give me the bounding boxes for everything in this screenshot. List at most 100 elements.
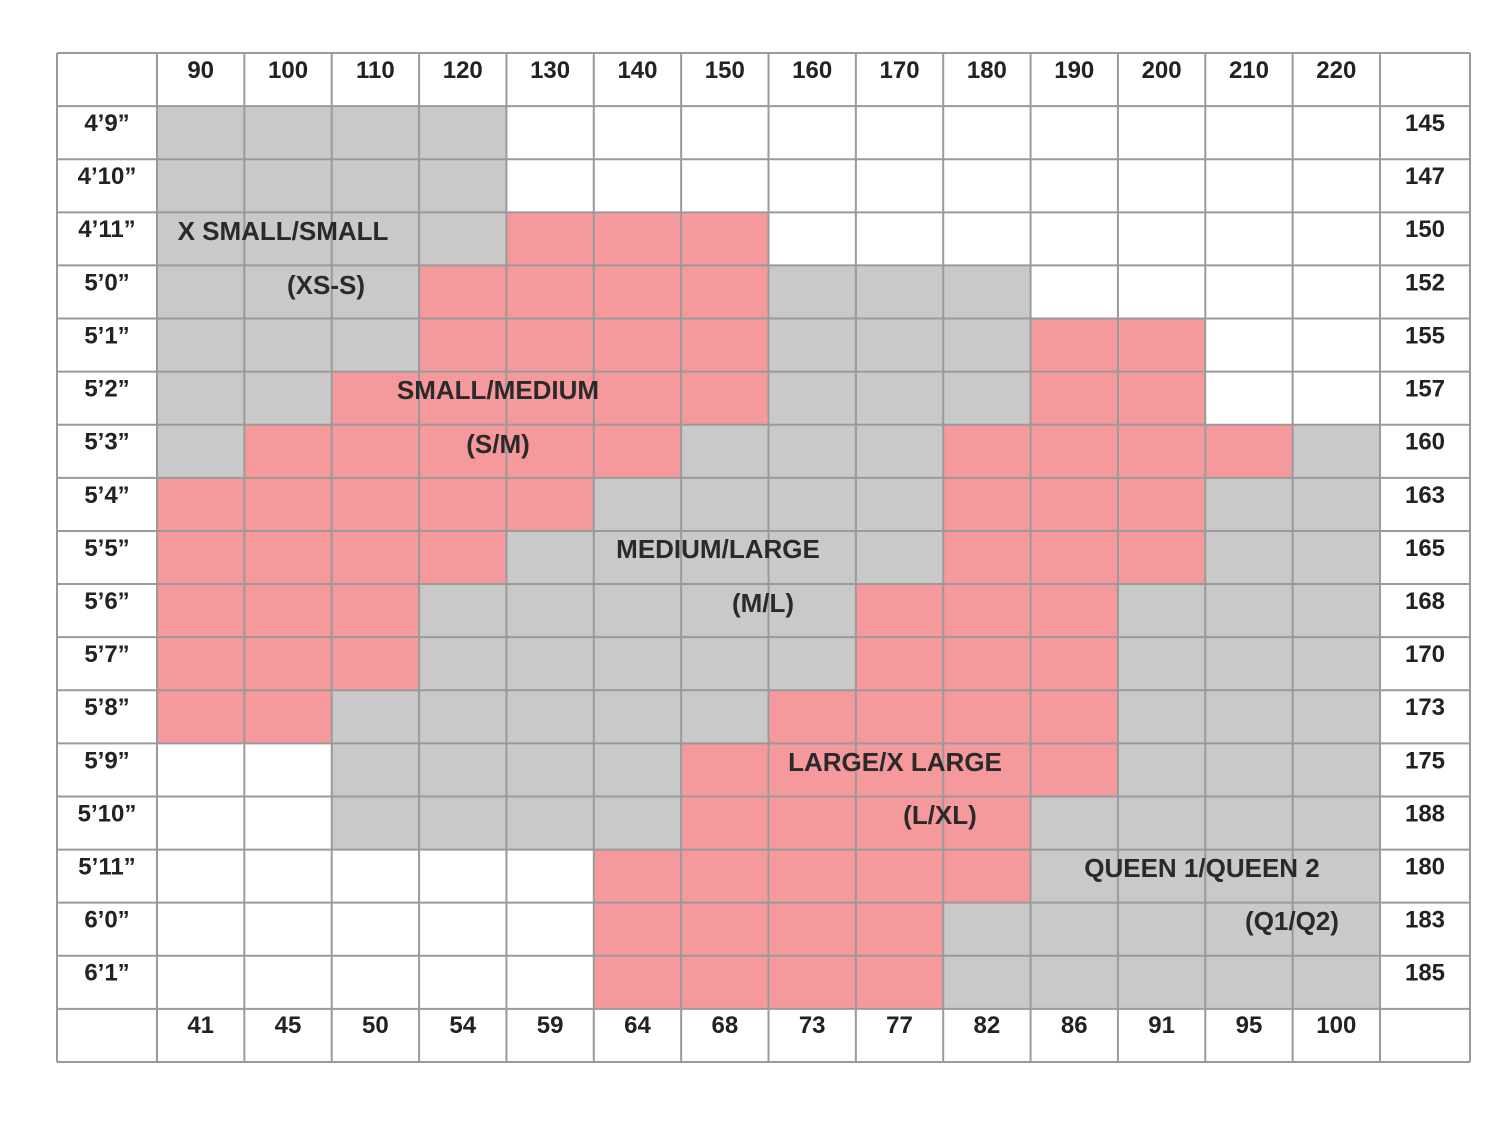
size-cell [681,796,769,850]
size-cell [157,637,245,691]
size-cell [331,318,420,372]
size-cell [768,318,856,372]
weight-lb: 170 [880,57,920,84]
size-cell [244,159,332,213]
size-cell [1292,424,1380,478]
size-cell [506,690,594,744]
size-cell [768,530,856,585]
height-ft: 4’11” [78,216,135,243]
size-cell [593,318,682,372]
height-ft: 5’0” [84,269,129,296]
size-cell [593,530,682,585]
weight-kg: 64 [624,1012,651,1039]
size-cell [1030,955,1118,1009]
size-cell [855,690,944,744]
size-cell [419,424,507,478]
height-cm: 170 [1405,641,1445,668]
height-ft: 5’5” [84,535,129,562]
size-cell [244,690,332,744]
size-cell [593,796,682,850]
size-cell [244,477,332,531]
size-cell [419,371,507,425]
size-cell [593,637,682,691]
size-cell [768,849,856,903]
size-cell [506,530,594,585]
size-name: MEDIUM/LARGE [616,534,820,564]
size-cell [855,955,944,1009]
height-ft: 5’3” [84,429,129,456]
height-cm: 155 [1405,322,1445,349]
size-cell [419,796,507,850]
size-cell [1117,530,1206,585]
size-cell [419,530,507,585]
size-cell [768,477,856,531]
height-cm: 145 [1405,110,1445,137]
size-cell [506,212,594,266]
weight-kg: 100 [1316,1012,1356,1039]
size-cell [855,637,944,691]
size-cell [1117,637,1206,691]
size-cell [157,265,245,319]
size-cell [244,212,332,266]
size-cell [1030,743,1118,797]
size-cell [768,902,856,956]
size-cell [331,371,420,425]
size-cell [244,371,332,425]
size-cell [244,530,332,585]
weight-kg: 86 [1061,1012,1088,1039]
height-ft: 5’7” [84,641,129,668]
height-ft: 6’1” [84,960,129,987]
height-ft: 5’6” [84,588,129,615]
size-cell [419,584,507,638]
size-cell [681,849,769,903]
size-cell [1030,424,1118,478]
size-cell [244,106,332,160]
size-cell [1117,371,1206,425]
size-cell [1117,955,1206,1009]
size-cell [593,902,682,956]
size-cell [331,106,420,160]
size-cell [943,424,1031,478]
size-cell [1205,743,1293,797]
size-cell [1030,477,1118,531]
size-cell [855,849,944,903]
weight-lb: 210 [1229,57,1269,84]
size-name: QUEEN 1/QUEEN 2 [1084,853,1320,883]
height-ft: 4’10” [78,163,137,190]
size-cell [943,318,1031,372]
size-cell [768,690,856,744]
size-cell [768,265,856,319]
size-cell [419,477,507,531]
size-cell [244,424,332,478]
size-cell [1030,318,1118,372]
size-cell [244,265,332,319]
size-cell [943,796,1031,850]
size-cell [1117,849,1206,903]
size-cell [1117,743,1206,797]
weight-kg: 95 [1236,1012,1263,1039]
size-cell [943,265,1031,319]
size-cell [1030,902,1118,956]
weight-lb: 160 [792,57,832,84]
height-cm: 160 [1405,429,1445,456]
size-cell [681,265,769,319]
size-cell [943,743,1031,797]
weight-lb: 190 [1054,57,1094,84]
height-ft: 6’0” [84,907,129,934]
size-cell [1030,584,1118,638]
size-cell [506,424,594,478]
weight-kg: 54 [449,1012,476,1039]
size-cell [593,424,682,478]
size-cell [1292,743,1380,797]
size-cell [244,637,332,691]
size-cell [331,212,420,266]
size-name: LARGE/X LARGE [788,747,1002,777]
size-cell [506,477,594,531]
size-cell [1205,584,1293,638]
size-cell [419,159,507,213]
size-cell [331,796,420,850]
size-cell [855,743,944,797]
size-cell [506,743,594,797]
weight-kg: 50 [362,1012,389,1039]
